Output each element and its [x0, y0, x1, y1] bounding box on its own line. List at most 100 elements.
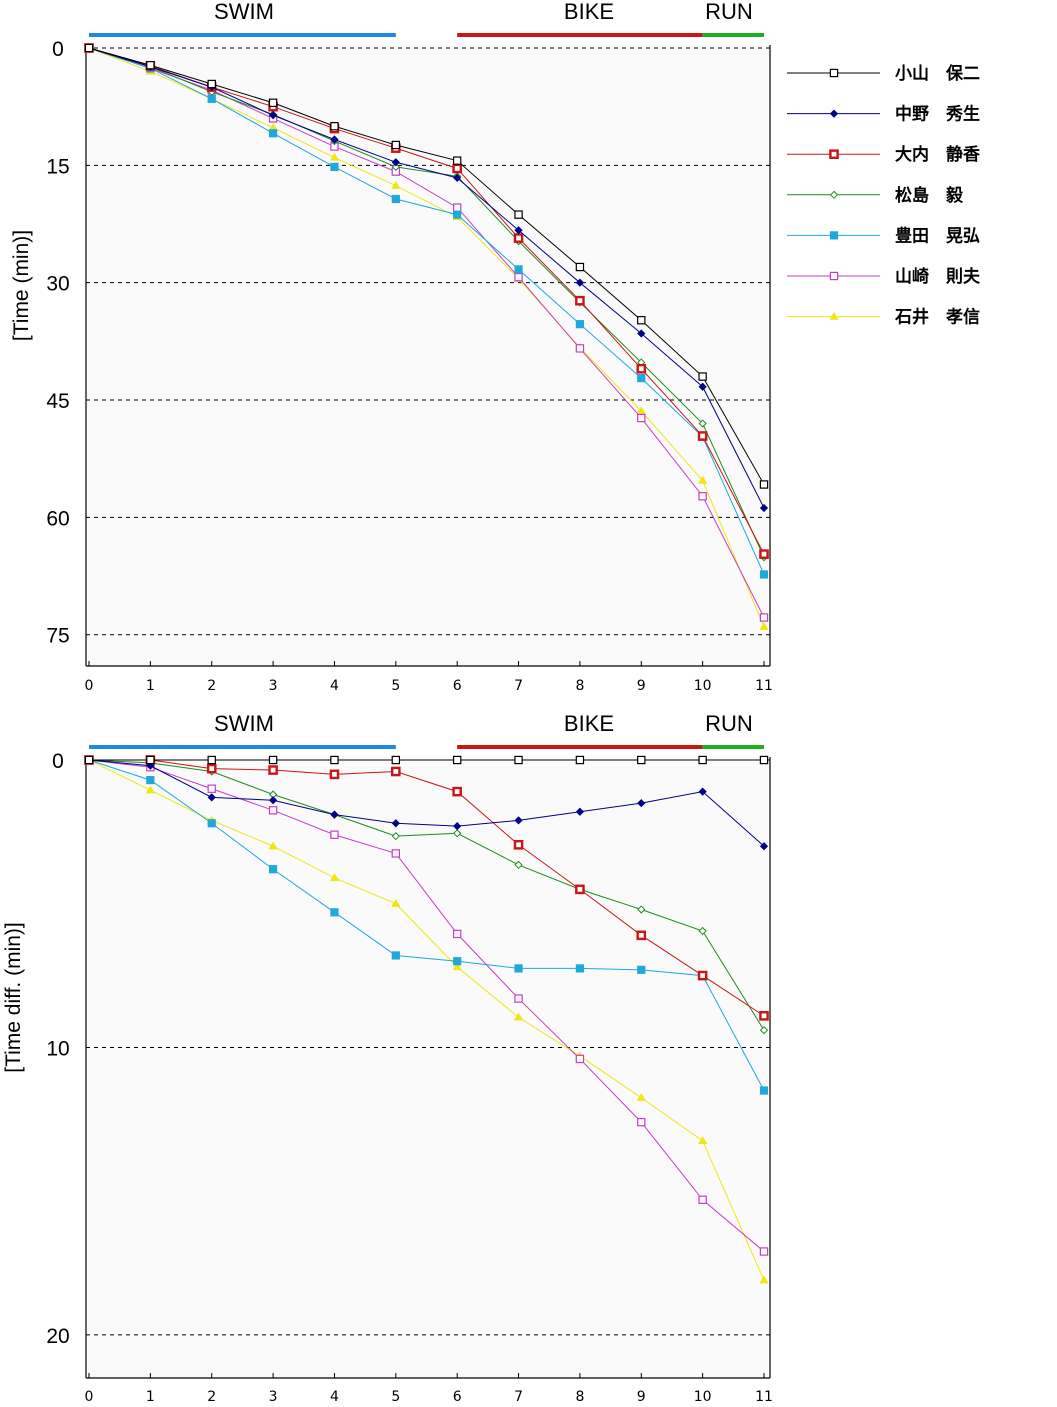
- x-tick-label: 4: [330, 1389, 339, 1405]
- data-point: [452, 203, 462, 212]
- data-point: [698, 1195, 707, 1204]
- data-point: [759, 503, 769, 513]
- data-point: [575, 320, 585, 329]
- series-line: [88, 759, 765, 1091]
- data-point: [759, 755, 769, 765]
- legend-label: 大内 静香: [895, 144, 980, 165]
- y-tick-label: 15: [46, 155, 69, 178]
- data-point: [637, 1117, 646, 1127]
- data-point: [514, 964, 523, 973]
- data-point: [391, 819, 400, 828]
- legend-label: 中野 秀生: [895, 104, 980, 125]
- data-point: [207, 755, 216, 765]
- plot-area: [86, 45, 770, 666]
- data-point: [330, 135, 339, 144]
- y-tick-label: 0: [52, 750, 64, 773]
- x-tick-label: 10: [694, 1389, 712, 1405]
- series-line: [88, 759, 765, 847]
- data-point: [391, 898, 401, 907]
- series-line: [89, 759, 765, 1017]
- data-point: [268, 765, 278, 775]
- data-point: [207, 784, 216, 793]
- data-point: [391, 180, 401, 189]
- legend-label: 石井 孝信: [894, 307, 980, 328]
- legend-marker: [829, 68, 839, 78]
- data-point: [514, 994, 523, 1003]
- segment-label-swim: SWIM: [214, 711, 274, 736]
- data-point: [575, 755, 585, 765]
- data-point: [391, 951, 400, 960]
- x-tick-label: 9: [637, 1389, 646, 1405]
- data-point: [330, 908, 339, 917]
- data-point: [575, 964, 585, 973]
- data-point: [268, 841, 278, 850]
- data-point: [146, 61, 155, 70]
- x-tick-label: 6: [453, 1389, 462, 1405]
- x-tick-label: 11: [755, 1389, 773, 1405]
- data-point: [391, 849, 401, 858]
- data-point: [636, 406, 646, 415]
- data-point: [268, 98, 278, 107]
- data-point: [698, 755, 707, 765]
- data-point: [453, 829, 462, 838]
- y-tick-label: 0: [52, 38, 64, 61]
- data-point: [759, 1247, 769, 1256]
- data-point: [206, 763, 217, 774]
- data-point: [329, 152, 340, 161]
- data-point: [452, 755, 462, 765]
- legend-label: 山崎 則夫: [895, 266, 981, 287]
- series-line: [88, 47, 765, 509]
- data-point: [330, 830, 339, 839]
- legend-marker: [829, 231, 839, 240]
- data-point: [514, 210, 523, 219]
- data-point: [575, 884, 585, 895]
- segment-label-bike: BIKE: [564, 0, 614, 24]
- data-point: [330, 122, 339, 131]
- data-point: [268, 111, 278, 120]
- data-point: [637, 413, 646, 423]
- data-point: [452, 786, 462, 797]
- data-point: [575, 1054, 585, 1064]
- series-line: [88, 759, 765, 1281]
- data-point: [514, 226, 523, 235]
- data-point: [637, 316, 646, 325]
- data-point: [391, 766, 401, 777]
- data-point: [514, 273, 523, 282]
- y-tick-label: 20: [46, 1325, 69, 1348]
- data-point: [637, 374, 646, 383]
- data-point: [636, 363, 647, 374]
- legend-marker: [829, 149, 839, 160]
- data-point: [759, 1086, 769, 1095]
- x-tick-label: 2: [207, 678, 216, 694]
- data-point: [453, 957, 462, 966]
- data-point: [513, 1012, 524, 1021]
- data-point: [575, 295, 585, 306]
- y-tick-label: 75: [46, 625, 69, 648]
- data-point: [697, 475, 708, 484]
- data-point: [697, 970, 708, 981]
- data-point: [759, 549, 769, 559]
- data-point: [329, 873, 340, 882]
- x-tick-label: 0: [85, 1389, 94, 1405]
- data-point: [146, 776, 155, 785]
- data-point: [636, 1092, 646, 1101]
- x-tick-label: 9: [637, 678, 646, 694]
- data-point: [575, 262, 585, 272]
- legend-label: 小山 保二: [895, 63, 980, 84]
- x-tick-label: 6: [453, 678, 462, 694]
- data-point: [637, 905, 646, 914]
- data-point: [452, 929, 462, 939]
- x-tick-label: 3: [269, 1389, 278, 1405]
- data-point: [698, 419, 707, 428]
- y-tick-label: 10: [46, 1037, 69, 1060]
- x-tick-label: 7: [514, 1389, 523, 1405]
- data-point: [698, 492, 707, 501]
- data-point: [268, 796, 278, 805]
- series-line: [88, 47, 765, 558]
- data-point: [391, 755, 401, 765]
- data-point: [452, 163, 462, 174]
- data-point: [268, 806, 278, 815]
- segment-label-swim: SWIM: [214, 0, 274, 24]
- y-axis-label: [Time (min)]: [10, 230, 33, 341]
